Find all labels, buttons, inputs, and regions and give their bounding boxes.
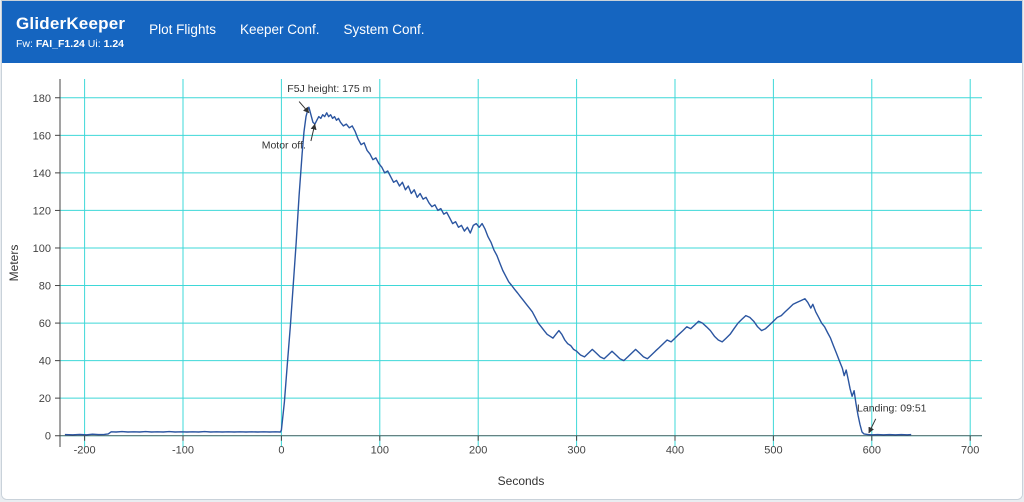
- annotation-label: Motor off.: [262, 139, 306, 151]
- altitude-trace: [64, 106, 912, 436]
- y-tick-label: 0: [45, 431, 51, 443]
- y-tick-label: 160: [33, 130, 51, 142]
- brand-block: GliderKeeper Fw: FAI_F1.24 Ui: 1.24: [16, 14, 125, 50]
- annotation-arrow: [310, 123, 317, 142]
- annotation-arrow: [298, 101, 310, 114]
- x-tick-label: 700: [961, 445, 979, 457]
- y-tick-label: 40: [39, 356, 51, 368]
- y-tick-label: 120: [33, 205, 51, 217]
- y-tick-label: 60: [39, 318, 51, 330]
- x-tick-label: 0: [278, 445, 284, 457]
- x-tick-label: 500: [764, 445, 782, 457]
- nav-link-system-conf[interactable]: System Conf.: [343, 21, 425, 37]
- nav-link-keeper-conf[interactable]: Keeper Conf.: [239, 21, 320, 37]
- firmware-info: Fw: FAI_F1.24 Ui: 1.24: [16, 38, 125, 50]
- y-axis-title: Meters: [7, 245, 21, 282]
- altitude-chart: -200 -100 0 100 200 300 400 500 600 700 0 20 40 60 80 1…: [2, 63, 1022, 499]
- app-brand[interactable]: GliderKeeper: [16, 14, 126, 33]
- navbar: GliderKeeper Fw: FAI_F1.24 Ui: 1.24 Plot…: [2, 1, 1022, 63]
- ui-value: 1.24: [103, 38, 124, 50]
- fw-label: Fw:: [16, 38, 33, 50]
- x-tick-label: -200: [74, 445, 96, 457]
- fw-value: FAI_F1.24: [35, 38, 85, 50]
- x-tick-label: 300: [567, 445, 585, 457]
- y-tick-label: 100: [33, 243, 51, 255]
- annotation-label: F5J height: 175 m: [287, 83, 371, 95]
- annotation-arrow: [868, 418, 877, 434]
- nav-link-plot-flights[interactable]: Plot Flights: [149, 21, 216, 37]
- x-tick-label: 100: [371, 445, 389, 457]
- nav-links: Plot Flights Keeper Conf. System Conf.: [149, 22, 448, 37]
- y-tick-label: 80: [39, 281, 51, 293]
- y-tick-label: 140: [33, 168, 51, 180]
- y-tick-label: 20: [39, 393, 51, 405]
- x-tick-label: 400: [666, 445, 684, 457]
- y-tick-label: 180: [33, 93, 51, 105]
- x-tick-label: 600: [863, 445, 881, 457]
- x-tick-label: -100: [172, 445, 194, 457]
- x-tick-label: 200: [469, 445, 487, 457]
- altitude-chart-svg: -200 -100 0 100 200 300 400 500 600 700 0 20 40 60 80 1…: [7, 79, 982, 488]
- annotation-label: Landing: 09:51: [857, 402, 927, 414]
- x-axis-title: Seconds: [498, 474, 545, 488]
- ui-label: Ui:: [87, 38, 101, 50]
